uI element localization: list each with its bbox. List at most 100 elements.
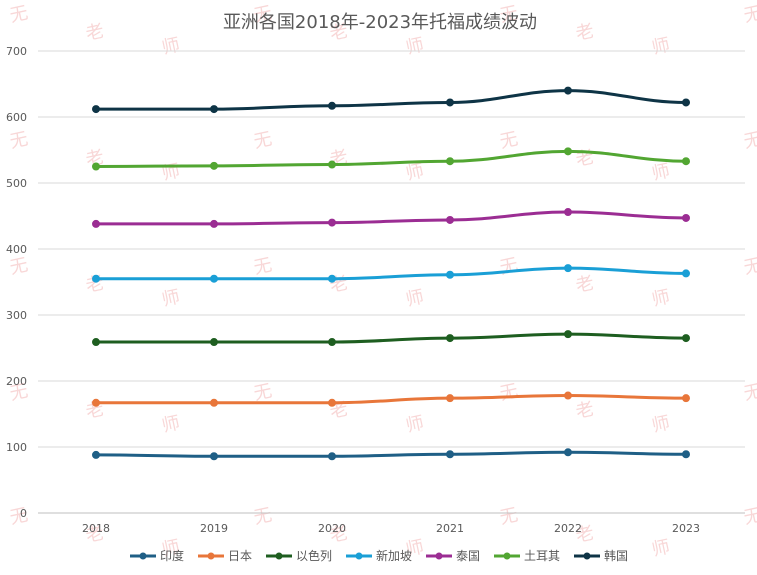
x-tick-label: 2021 xyxy=(436,522,464,535)
data-point xyxy=(682,98,690,107)
x-tick-label: 2020 xyxy=(318,522,346,535)
watermark-char: 无 xyxy=(498,2,520,26)
series-日本 xyxy=(92,391,690,407)
x-axis: 2018 2019 2020 2021 2022 2023 xyxy=(82,522,700,535)
series-泰国 xyxy=(92,208,690,228)
legend-label: 韩国 xyxy=(604,548,628,563)
watermark-char: 老 xyxy=(84,146,106,170)
data-point xyxy=(92,105,100,114)
chart-title: 亚洲各国2018年-2023年托福成绩波动 xyxy=(223,12,537,33)
watermark-char: 师 xyxy=(650,412,672,436)
data-point xyxy=(328,338,336,347)
y-axis: 0 100 200 300 400 500 600 700 xyxy=(6,45,27,520)
watermark-char: 老 xyxy=(84,398,106,422)
data-point xyxy=(328,101,336,110)
watermark-char: 无 xyxy=(498,504,520,528)
watermark-char: 无 xyxy=(742,504,757,528)
watermark-char: 无 xyxy=(8,2,30,26)
data-point xyxy=(210,338,218,347)
watermark-char: 老 xyxy=(328,522,350,546)
watermark-char: 老 xyxy=(574,522,596,546)
legend-item-印度[interactable]: 印度 xyxy=(130,548,184,563)
data-point xyxy=(210,274,218,283)
data-point xyxy=(446,270,454,279)
watermark-char: 师 xyxy=(160,160,182,184)
watermark-char: 老 xyxy=(574,398,596,422)
legend-item-泰国[interactable]: 泰国 xyxy=(426,549,480,563)
data-point xyxy=(328,274,336,283)
data-point xyxy=(446,215,454,224)
watermark-char: 无 xyxy=(252,128,274,152)
data-point xyxy=(446,450,454,459)
watermark-char: 师 xyxy=(160,536,182,560)
legend-item-以色列[interactable]: 以色列 xyxy=(266,549,332,563)
series-line xyxy=(94,210,688,226)
watermark-char: 老 xyxy=(574,20,596,44)
y-tick-label: 400 xyxy=(6,243,27,256)
data-point xyxy=(210,105,218,114)
data-point xyxy=(564,208,572,217)
legend-label: 以色列 xyxy=(296,549,332,563)
legend-swatch-marker xyxy=(355,552,363,560)
data-point xyxy=(682,334,690,343)
watermark-char: 无 xyxy=(742,380,757,404)
watermark-char: 师 xyxy=(650,160,672,184)
series-新加坡 xyxy=(92,264,690,283)
gridlines xyxy=(38,50,745,514)
watermark-char: 无 xyxy=(8,254,30,278)
watermark-char: 无 xyxy=(742,254,757,278)
watermark-char: 师 xyxy=(650,34,672,58)
legend-swatch-marker xyxy=(275,552,283,560)
legend-label: 新加坡 xyxy=(376,548,412,563)
data-point xyxy=(564,147,572,156)
watermark: 无老师无老师无老师无无老师无老师无老师无无老师无老师无老师无无老师无老师无老师无… xyxy=(8,2,757,560)
watermark-char: 无 xyxy=(742,2,757,26)
watermark-char: 师 xyxy=(404,34,426,58)
data-point xyxy=(564,391,572,400)
watermark-char: 无 xyxy=(252,380,274,404)
data-point xyxy=(328,398,336,407)
watermark-char: 无 xyxy=(498,128,520,152)
legend-item-日本[interactable]: 日本 xyxy=(198,549,252,563)
series-line xyxy=(94,89,688,111)
data-point xyxy=(92,338,100,347)
data-point xyxy=(446,334,454,343)
x-tick-label: 2018 xyxy=(82,522,110,535)
data-point xyxy=(682,157,690,166)
series-line xyxy=(94,394,688,405)
legend-label: 日本 xyxy=(228,549,252,563)
watermark-char: 师 xyxy=(160,412,182,436)
watermark-char: 无 xyxy=(252,504,274,528)
watermark-char: 师 xyxy=(404,286,426,310)
watermark-char: 老 xyxy=(84,522,106,546)
y-tick-label: 200 xyxy=(6,375,27,388)
x-tick-label: 2022 xyxy=(554,522,582,535)
watermark-char: 师 xyxy=(160,286,182,310)
x-tick-label: 2019 xyxy=(200,522,228,535)
data-point xyxy=(682,450,690,459)
legend-item-新加坡[interactable]: 新加坡 xyxy=(346,548,412,563)
series-土耳其 xyxy=(92,147,690,171)
watermark-char: 无 xyxy=(252,2,274,26)
y-tick-label: 600 xyxy=(6,111,27,124)
watermark-char: 老 xyxy=(328,20,350,44)
watermark-char: 老 xyxy=(84,20,106,44)
y-tick-label: 0 xyxy=(20,507,27,520)
data-point xyxy=(92,398,100,407)
legend[interactable]: 印度 日本 以色列 新加坡 泰国 土耳其 韩国 xyxy=(130,548,628,563)
legend-swatch-marker xyxy=(435,552,443,560)
series-以色列 xyxy=(92,330,690,347)
watermark-char: 老 xyxy=(574,272,596,296)
legend-item-韩国[interactable]: 韩国 xyxy=(574,548,628,563)
data-point xyxy=(92,450,100,459)
data-point xyxy=(328,452,336,461)
data-point xyxy=(92,219,100,228)
y-tick-label: 300 xyxy=(6,309,27,322)
data-point xyxy=(210,161,218,170)
data-point xyxy=(92,274,100,283)
x-tick-label: 2023 xyxy=(672,522,700,535)
legend-label: 土耳其 xyxy=(524,549,560,563)
watermark-char: 无 xyxy=(498,254,520,278)
legend-item-土耳其[interactable]: 土耳其 xyxy=(494,549,560,563)
